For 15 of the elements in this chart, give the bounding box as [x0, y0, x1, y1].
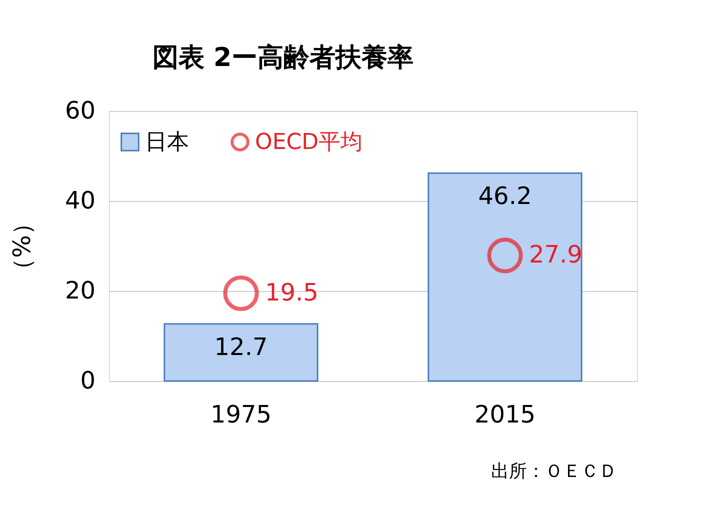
x-tick-label: 2015 — [474, 400, 536, 428]
x-tick-label: 1975 — [210, 400, 272, 428]
legend-label: OECD平均 — [255, 130, 363, 155]
y-tick-label: 0 — [80, 366, 96, 394]
data-label: 46.2 — [478, 182, 532, 210]
legend-label: 日本 — [145, 130, 189, 155]
data-label: 19.5 — [265, 278, 318, 306]
data-label: 12.7 — [214, 332, 268, 361]
y-axis-title: （%） — [8, 211, 36, 282]
chart-title: 図表 2ー高齢者扶養率 — [152, 43, 414, 73]
y-tick-label: 60 — [64, 96, 96, 124]
text: 出所：ＯＥＣＤ — [491, 461, 617, 482]
y-tick-label: 40 — [64, 186, 96, 214]
y-tick-label: 20 — [64, 276, 96, 304]
data-label: 27.9 — [529, 240, 582, 268]
